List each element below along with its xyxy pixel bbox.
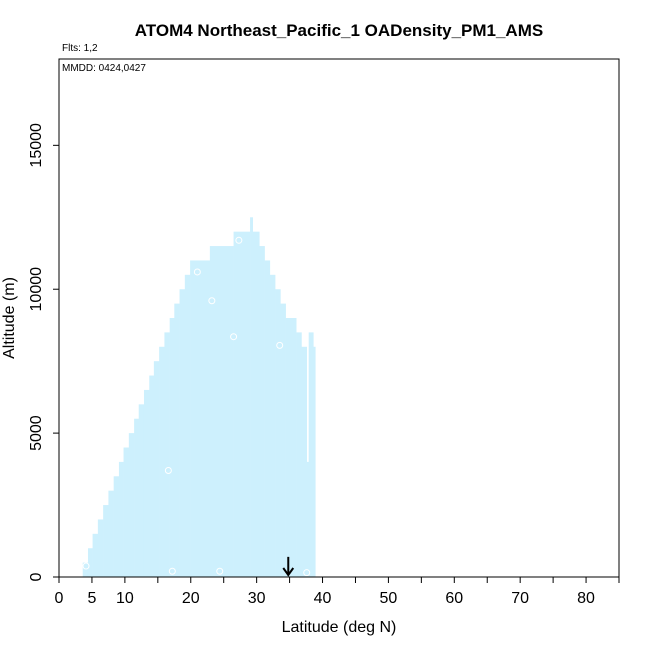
x-axis-label: Latitude (deg N) [282,619,397,636]
data-marker-3 [193,268,201,276]
y-tick-label-1: 5000 [28,415,45,451]
coverage-bar-30 [280,303,286,577]
x-tick-label-8: 70 [511,590,529,607]
data-marker-2 [168,567,176,575]
plot-area [82,217,316,578]
coverage-bar-21 [190,260,211,577]
data-marker-9 [303,569,311,577]
plot-frame [58,58,620,578]
flights-label: Flts: 1,2 [62,43,98,54]
coverage-bar-16 [164,332,170,577]
coverage-bar-28 [269,274,276,577]
data-marker-6 [230,333,238,341]
coverage-bar-12 [143,389,150,577]
coverage-bar-23 [233,231,251,578]
coverage-bar-2 [92,533,99,577]
chart-title: ATOM4 Northeast_Pacific_1 OADensity_PM1_… [135,21,543,40]
x-tick-label-5: 40 [314,590,332,607]
y-tick-label-2: 10000 [28,267,45,312]
coverage-bar-17 [169,318,175,577]
coverage-bar-34 [301,346,308,577]
coverage-bar-37 [313,346,316,577]
coverage-bar-7 [118,461,124,577]
coverage-bar-6 [113,476,120,577]
x-tick-label-0: 0 [55,590,64,607]
coverage-bar-26 [259,246,265,577]
coverage-bar-4 [103,505,109,577]
coverage-bar-27 [264,260,271,577]
coverage-bar-13 [149,375,155,577]
x-tick-label-2: 10 [116,590,134,607]
coverage-bar-33 [296,332,302,577]
y-axis-label: Altitude (m) [1,277,18,359]
x-tick-label-7: 60 [445,590,463,607]
y-axis: 0 5000 10000 15000 [28,123,59,581]
data-marker-7 [235,236,243,244]
coverage-bar-22 [209,246,234,577]
data-marker-5 [216,567,224,575]
coverage-bar-9 [128,433,135,577]
data-marker-1 [164,467,172,475]
coverage-bar-15 [159,346,165,577]
coverage-bar-31 [285,318,292,577]
x-axis: 0 5 10 20 30 40 50 60 70 80 [55,577,620,607]
coverage-bar-18 [174,303,180,577]
data-marker-8 [276,341,284,349]
y-tick-label-0: 0 [28,572,45,581]
coverage-bar-10 [134,418,140,577]
data-marker-4 [208,297,216,305]
x-tick-label-4: 30 [248,590,266,607]
coverage-bar-20 [184,274,191,577]
coverage-bar-32 [290,318,297,577]
coverage-bar-3 [97,519,104,577]
coverage-bar-36 [308,332,314,577]
coverage-bar-1 [87,548,93,577]
y-tick-label-3: 15000 [28,123,45,168]
dates-label: MMDD: 0424,0427 [62,63,146,74]
arrow-head [282,567,295,577]
x-tick-label-1: 5 [87,590,96,607]
x-tick-label-6: 50 [380,590,398,607]
coverage-bar-24 [250,217,253,577]
coverage-bar-29 [275,289,281,577]
coverage-bar-0 [82,562,89,577]
coverage-bar-14 [153,361,160,577]
data-marker-0 [82,562,90,570]
x-tick-label-9: 80 [577,590,595,607]
coverage-bar-5 [108,490,114,577]
coverage-bar-25 [252,231,260,578]
x-tick-label-3: 20 [182,590,200,607]
coverage-bar-8 [123,447,130,577]
coverage-bar-35 [306,461,309,577]
coverage-bar-19 [179,289,186,577]
coverage-bar-11 [138,404,145,577]
